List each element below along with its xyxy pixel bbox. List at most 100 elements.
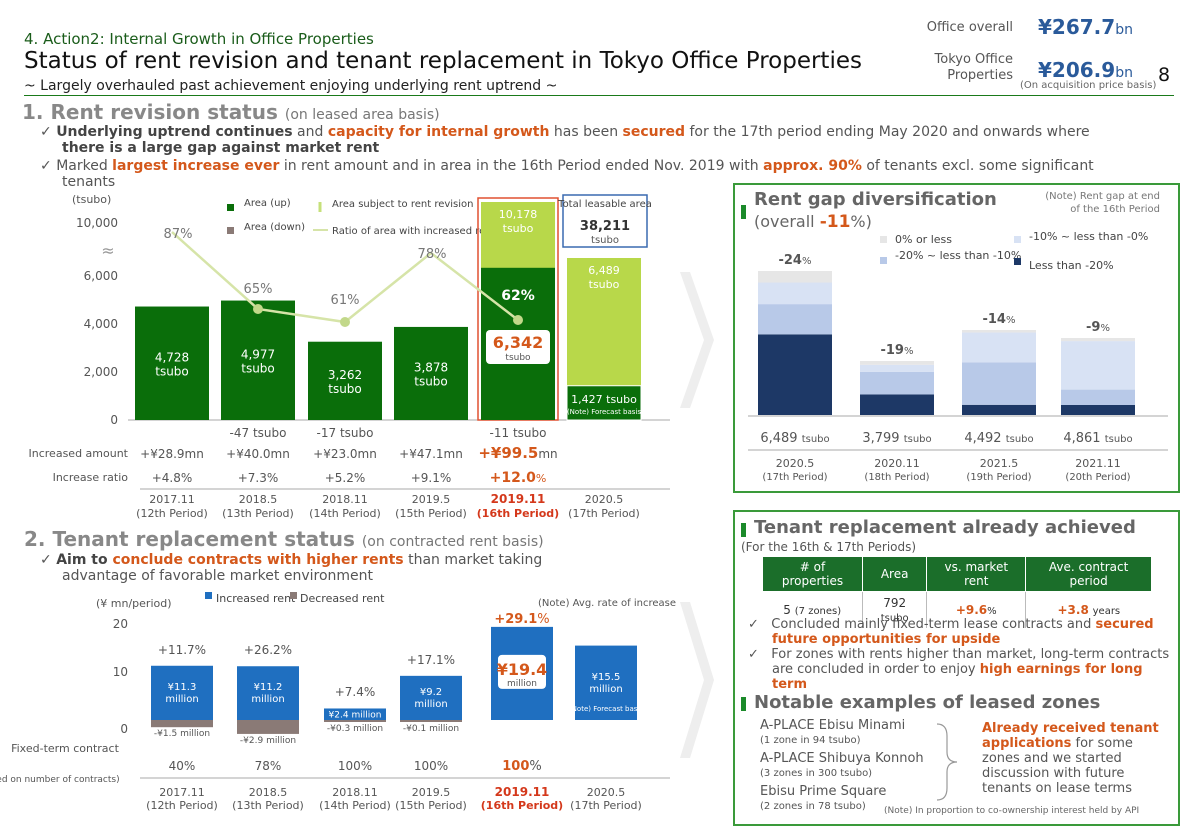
increase-ratio: +5.2%: [325, 471, 366, 485]
rent-gap-period: 2021.11: [1075, 457, 1121, 470]
increased-rent-bar: [400, 675, 462, 720]
area-down-label: -47 tsubo: [230, 426, 287, 440]
arrow-right-icon-1: [680, 272, 714, 408]
chart2-ytick-20: 20: [113, 617, 128, 631]
notable-zones: A-PLACE Ebisu Minami (1 zone in 94 tsubo…: [760, 718, 924, 814]
legend-area-up: Area (up): [244, 198, 291, 209]
arrow-right-icon-2: [680, 602, 714, 758]
rent-gap-overall: (overall -11%): [754, 212, 872, 232]
period-sublabel: (16th Period): [477, 507, 559, 520]
lg-0: 0% or less: [895, 233, 952, 246]
fixed-label-1: Fixed-term contract: [11, 742, 119, 755]
rent-gap-bar-segment: [962, 404, 1036, 415]
period-label: 2019.11: [495, 785, 550, 799]
ratio-label: 87%: [164, 227, 193, 242]
rent-gap-period-sub: (20th Period): [1065, 472, 1130, 483]
rent-gap-bar-segment: [758, 334, 832, 415]
increased-rent-value: ¥11.2: [254, 682, 283, 693]
sec2-title: 2. Tenant replacement status (on contrac…: [24, 527, 544, 551]
chart1-ytick-0: 0: [110, 413, 118, 427]
tenant-replacement-chart: (¥ mn/period) Increased rent Decreased r…: [0, 592, 676, 812]
zone-2-note: (3 zones in 300 tsubo): [760, 768, 873, 779]
total-leasable-value: 38,211: [580, 219, 630, 234]
period-label: 2017.11: [149, 493, 195, 506]
ratio-point: [253, 304, 263, 314]
chart1-unit: (tsubo): [72, 193, 111, 206]
increased-rent-bar: [575, 645, 637, 720]
forecast-note: (Note) Forecast basis: [567, 408, 641, 416]
rent-gap-bar-segment: [1061, 389, 1135, 405]
rent-gap-bar-segment: [860, 371, 934, 395]
subject-value-label: 10,178: [499, 208, 538, 221]
avg-rate: +17.1%: [407, 653, 455, 667]
zone-1-note: (1 zone in 94 tsubo): [760, 735, 861, 746]
decreased-rent-value: -¥0.3 million: [327, 724, 383, 734]
kpi-office-value: ¥267.7bn: [1038, 15, 1133, 39]
row-amount-label: Increased amount: [29, 447, 129, 460]
subject-unit-label: tsubo: [503, 222, 534, 235]
total-leasable-unit: tsubo: [591, 235, 619, 246]
td-vs-market: +9.6%: [926, 591, 1027, 628]
increased-amount: +¥40.0mn: [226, 447, 290, 461]
increased-rent-unit: million: [589, 684, 622, 695]
period-sublabel: (12th Period): [146, 799, 218, 812]
rent-gap-bar-segment: [758, 304, 832, 335]
zone-2-name: A-PLACE Shibuya Konnoh: [760, 751, 924, 766]
area-up-value: 3,878: [414, 360, 448, 374]
period-sublabel: (14th Period): [309, 507, 381, 520]
page-title: Status of rent revision and tenant repla…: [24, 48, 862, 74]
zone-3-note: (2 zones in 78 tsubo): [760, 801, 866, 812]
replacement-title: Tenant replacement already achieved: [754, 517, 1136, 538]
area-up-unit: tsubo: [241, 361, 275, 375]
avg-rate: +26.2%: [244, 643, 292, 657]
increased-amount: +¥28.9mn: [140, 447, 204, 461]
chart1-ytick-4000: 4,000: [84, 317, 118, 331]
area-up-bar: [566, 385, 642, 421]
area-up-value: 4,977: [241, 347, 275, 361]
td-area: 792 tsubo: [862, 591, 928, 628]
period-sublabel: (12th Period): [136, 507, 208, 520]
area-up-value: 3,262: [328, 368, 362, 382]
lg-0-swatch: [880, 236, 887, 243]
rent-revision-chart: (tsubo) 10,000 ≈ 6,000 4,000 2,000 0 Are…: [29, 193, 670, 520]
area-down-label: -11 tsubo: [490, 426, 547, 440]
increased-rent-value: ¥11.3: [168, 682, 197, 693]
period-label: 2018.5: [239, 493, 278, 506]
rent-gap-period-sub: (19th Period): [966, 472, 1031, 483]
rent-gap-period: 2020.5: [776, 457, 815, 470]
notable-footnote: (Note) In proportion to co-ownership int…: [884, 806, 1140, 816]
decreased-rent-bar: [400, 720, 462, 722]
rent-gap-bar-segment: [962, 330, 1036, 333]
period-label: 2018.5: [249, 786, 288, 799]
replacement-panel: [733, 510, 1180, 826]
chart2-ytick-0: 0: [120, 722, 128, 736]
rent-gap-area: 4,492 tsubo: [964, 431, 1033, 446]
increased-rent-unit: million: [251, 694, 284, 705]
ratio-point: [513, 315, 523, 325]
period-sublabel: (14th Period): [319, 799, 391, 812]
subject-value-label: 6,489: [588, 264, 620, 277]
area-up-callout: [486, 330, 550, 364]
legend-inc: Increased rent: [216, 592, 296, 605]
sec2-bullet: ✓ Aim to conclude contracts with higher …: [40, 552, 543, 584]
decreased-rent-value: -¥1.5 million: [154, 729, 210, 739]
period-sublabel: (17th Period): [570, 799, 642, 812]
increased-amount: +¥47.1mn: [399, 447, 463, 461]
fixed-term: 40%: [169, 759, 196, 773]
rent-gap-bar-segment: [860, 364, 934, 372]
increased-rent-unit: million: [165, 694, 198, 705]
lg-10: -10% ~ less than -0%: [1029, 230, 1148, 243]
page-tagline: ~ Largely overhauled past achievement en…: [24, 78, 558, 94]
lg-l20-swatch: [1014, 258, 1021, 265]
fixed-term: 100%: [414, 759, 448, 773]
area-up-unit: tsubo: [505, 353, 531, 363]
zone-3-name: Ebisu Prime Square: [760, 784, 887, 799]
rent-gap-bar-segment: [1061, 404, 1135, 415]
th-area: Area: [861, 556, 928, 592]
rent-gap-value: -19%: [880, 343, 913, 358]
rent-gap-area: 6,489 tsubo: [760, 431, 829, 446]
td-properties: 5 (7 zones): [762, 591, 863, 628]
increased-rent-unit: million: [414, 699, 447, 710]
header-rule: [24, 95, 1174, 96]
